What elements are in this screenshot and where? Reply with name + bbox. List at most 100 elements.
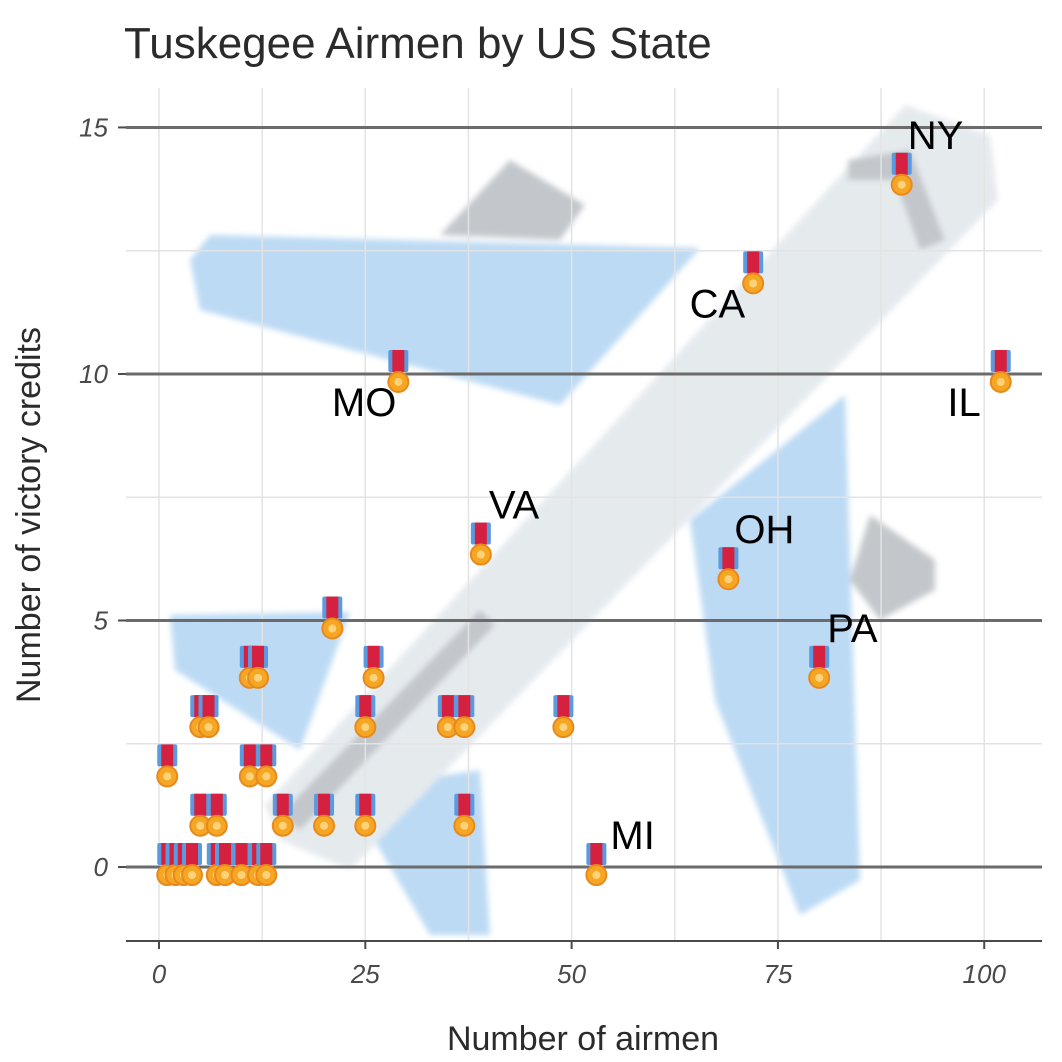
plane-fin-upper <box>440 160 585 240</box>
medal-star <box>262 871 271 880</box>
medal-icon <box>271 793 294 837</box>
medal-icon <box>453 793 476 837</box>
plane-fin-lower <box>850 515 935 620</box>
medal-ribbon <box>458 793 471 816</box>
medal-icon <box>585 843 608 887</box>
plane-shade <box>280 610 495 830</box>
medal-icon <box>552 695 575 739</box>
x-tick-labels: 0 25 50 75 100 <box>152 959 1007 989</box>
medal-ribbon <box>235 843 248 866</box>
x-axis-label: Number of airmen <box>447 1020 719 1058</box>
x-tick-label: 50 <box>557 959 586 989</box>
medal-star <box>196 821 205 830</box>
medal-star <box>278 821 287 830</box>
medal-icon <box>354 793 377 837</box>
airplane-icon <box>170 105 998 935</box>
medal-icon <box>230 843 253 887</box>
medal-icon <box>255 843 278 887</box>
state-label-va: VA <box>489 484 540 528</box>
medal-icon <box>354 695 377 739</box>
data-points <box>156 152 1012 887</box>
state-label-mo: MO <box>332 381 396 425</box>
y-tick-label: 5 <box>94 606 109 636</box>
medal-icon <box>238 744 261 788</box>
medal-icon <box>205 793 228 837</box>
medal-ribbon <box>747 251 760 274</box>
medal-star <box>245 772 254 781</box>
medal-star <box>996 377 1005 386</box>
medal-star <box>361 821 370 830</box>
medal-ribbon <box>326 596 339 619</box>
medal-ribbon <box>813 645 826 668</box>
medal-ribbon <box>458 695 471 718</box>
medal-star <box>328 624 337 633</box>
grid-lines <box>126 88 1042 941</box>
chart-title: Tuskegee Airmen by US State <box>124 19 712 68</box>
medal-ribbon <box>441 695 454 718</box>
medal-ribbon <box>252 645 265 668</box>
medal-star <box>254 673 263 682</box>
medal-icon <box>989 349 1012 393</box>
medal-icon <box>742 251 765 295</box>
medal-ribbon <box>359 695 372 718</box>
x-tick-label: 75 <box>763 959 792 989</box>
medal-ribbon <box>243 744 256 767</box>
medal-star <box>212 821 221 830</box>
x-tick-label: 0 <box>152 959 167 989</box>
medal-star <box>460 723 469 732</box>
y-axis-label: Number of victory credits <box>10 327 48 703</box>
plane-wing-upper <box>190 235 700 405</box>
medal-star <box>163 772 172 781</box>
medal-ribbon <box>359 793 372 816</box>
medal-star <box>188 871 197 880</box>
medal-ribbon <box>318 793 331 816</box>
medal-icon <box>181 843 204 887</box>
state-label-pa: PA <box>827 607 878 651</box>
medal-icon <box>808 645 831 689</box>
y-tick-label: 15 <box>79 112 108 142</box>
medal-star <box>361 723 370 732</box>
y-tick-label: 10 <box>79 359 108 389</box>
medal-icon <box>247 645 270 689</box>
medal-ribbon <box>210 793 223 816</box>
plane-fuselage <box>265 105 998 870</box>
plane-wing-lower <box>690 395 860 915</box>
medal-star <box>443 723 452 732</box>
medal-ribbon <box>590 843 603 866</box>
medal-ribbon <box>260 843 273 866</box>
y-tick-label: 0 <box>94 852 109 882</box>
medal-star <box>897 180 906 189</box>
medal-icon <box>387 349 410 393</box>
medal-ribbon <box>202 695 215 718</box>
medal-star <box>204 723 213 732</box>
medal-icon <box>313 793 336 837</box>
medal-ribbon <box>194 793 207 816</box>
point-labels: NY CA MO IL VA OH PA MI <box>332 114 981 858</box>
axes <box>118 126 1042 949</box>
medal-star <box>815 673 824 682</box>
medal-ribbon <box>186 843 199 866</box>
state-label-ny: NY <box>908 114 964 158</box>
medal-ribbon <box>161 744 174 767</box>
medal-star <box>221 871 230 880</box>
x-tick-label: 100 <box>963 959 1007 989</box>
medal-icon <box>717 547 740 591</box>
medal-star <box>320 821 329 830</box>
medal-star <box>369 673 378 682</box>
medal-icon <box>362 645 385 689</box>
x-tick-label: 25 <box>350 959 380 989</box>
medal-ribbon <box>367 645 380 668</box>
medal-star <box>460 821 469 830</box>
medal-star <box>724 575 733 584</box>
medal-ribbon <box>219 843 232 866</box>
y-tick-labels: 0 5 10 15 <box>79 112 108 882</box>
medal-ribbon <box>474 522 487 545</box>
medal-icon <box>469 522 492 566</box>
medal-icon <box>255 744 278 788</box>
medal-ribbon <box>392 349 405 372</box>
plane-cockpit <box>848 150 945 250</box>
state-label-il: IL <box>947 381 980 425</box>
medal-star <box>394 377 403 386</box>
medal-icon <box>321 596 344 640</box>
